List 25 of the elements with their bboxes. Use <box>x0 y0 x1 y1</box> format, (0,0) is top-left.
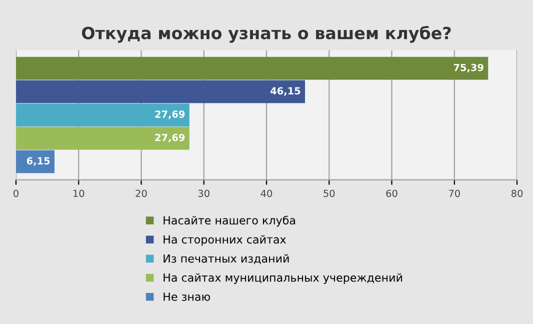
bar <box>16 80 306 104</box>
data-label: 27,69 <box>155 110 185 120</box>
legend-label: На сторонних сайтах <box>164 235 286 246</box>
data-label: 27,69 <box>155 134 185 142</box>
bar <box>16 126 190 150</box>
x-tick-label: 40 <box>260 190 272 198</box>
x-tick-label: 50 <box>324 190 335 198</box>
x-tick-label: 60 <box>386 190 398 198</box>
bar <box>16 104 190 126</box>
data-label: 6,15 <box>26 157 50 166</box>
legend-label: Насайте нашего клуба <box>164 216 296 227</box>
chart-title: Откуда можно узнать о вашем клубе? <box>82 26 451 43</box>
data-label: 75,39 <box>454 64 484 72</box>
legend-label: На сайтах муниципальных учереждений <box>164 273 402 284</box>
bar <box>16 150 55 174</box>
x-tick-label: 20 <box>136 190 147 198</box>
legend-label: Из печатных изданий <box>164 254 289 264</box>
x-tick-label: 0 <box>14 190 18 198</box>
x-tick-label: 30 <box>198 190 210 198</box>
x-tick-label: 10 <box>74 190 84 198</box>
x-tick-label: 70 <box>448 190 460 198</box>
bar <box>16 56 488 80</box>
legend-label: Не знаю <box>164 292 210 301</box>
x-tick-label: 80 <box>511 190 523 198</box>
data-label: 46,15 <box>270 87 300 96</box>
